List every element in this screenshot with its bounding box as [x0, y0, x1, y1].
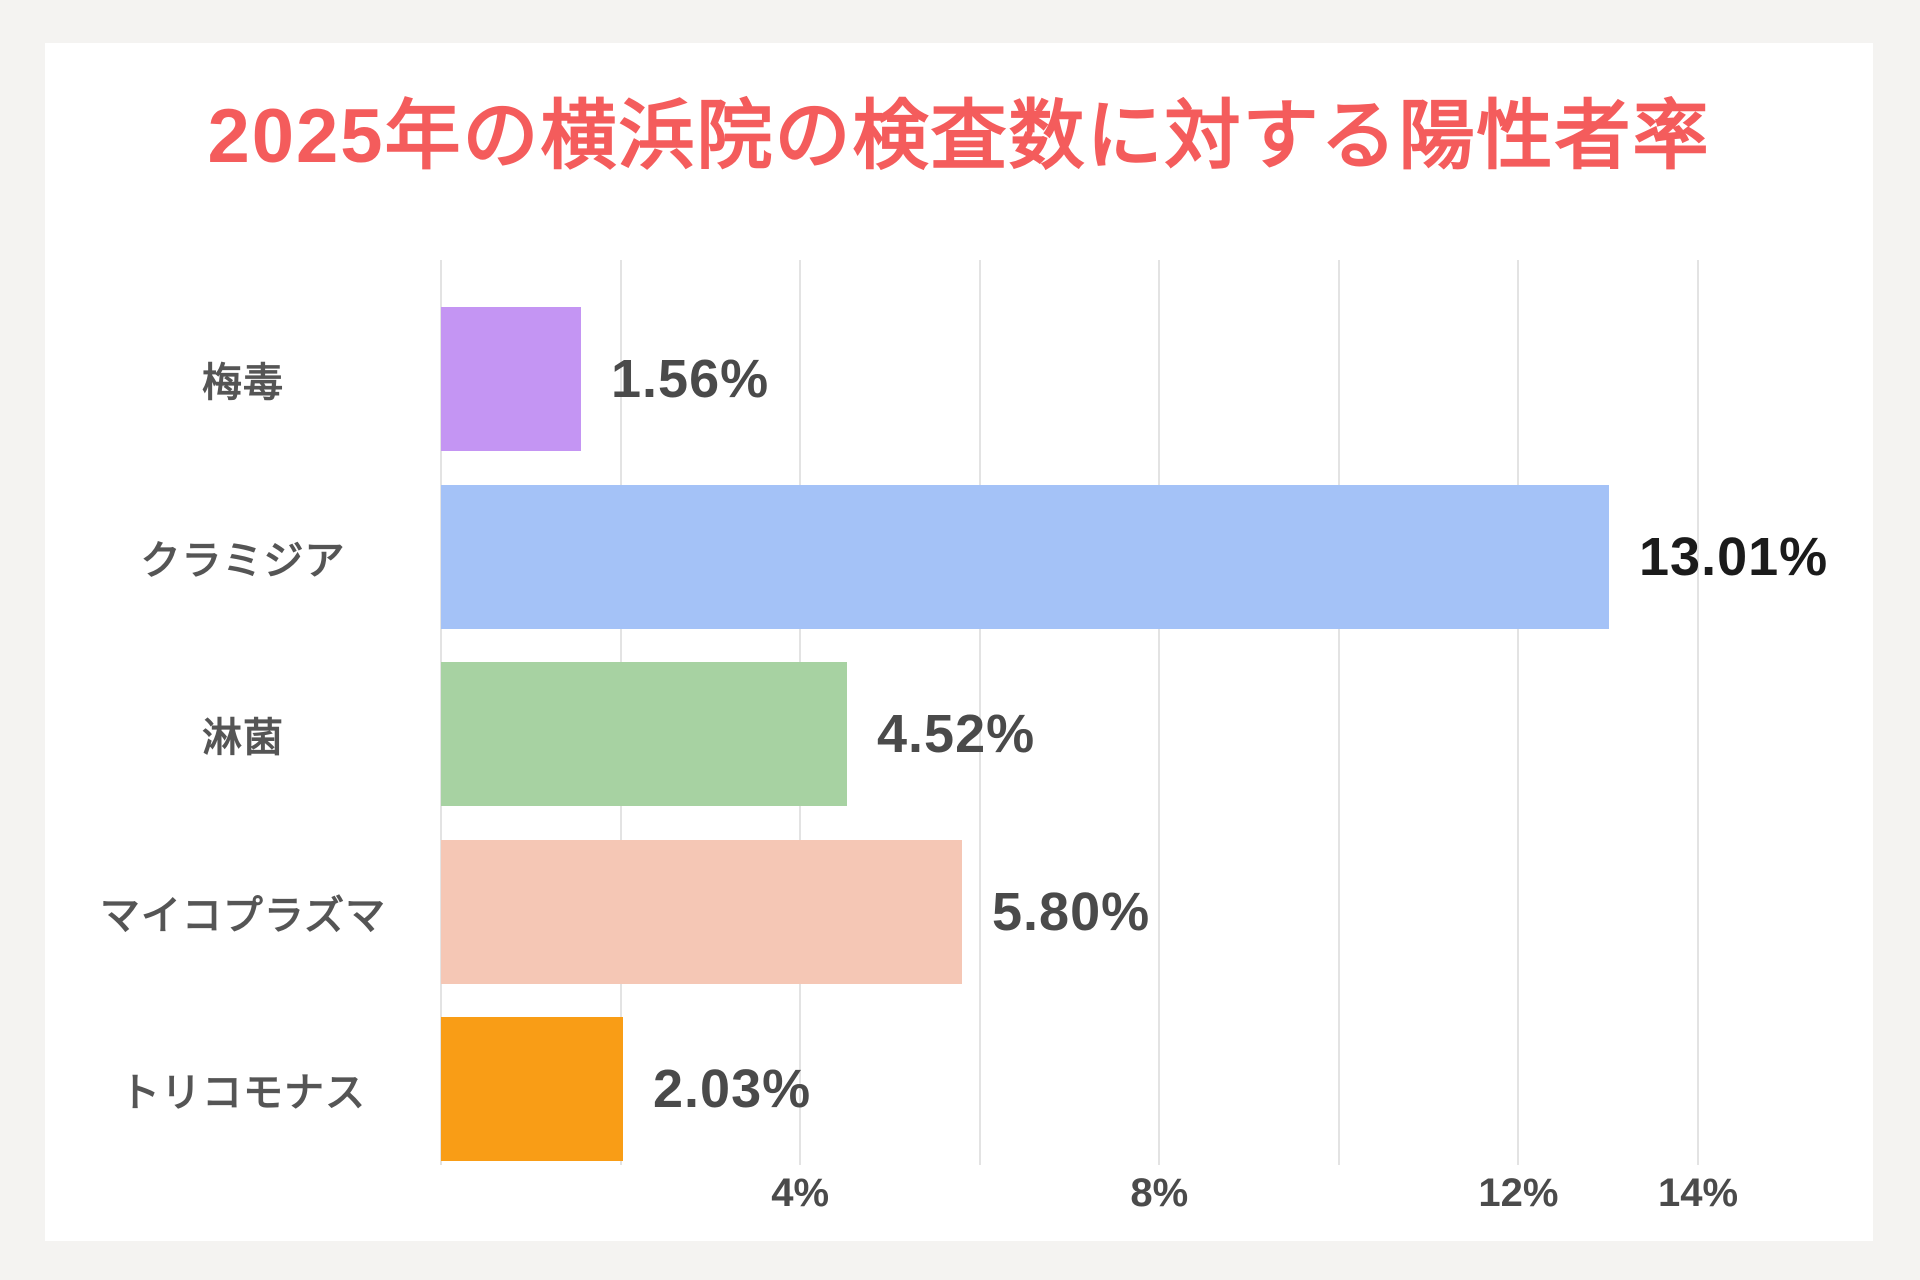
value-bar — [441, 662, 847, 806]
value-bar — [441, 840, 962, 984]
x-tick-label: 12% — [1478, 1171, 1559, 1215]
bar-row: 梅毒 1.56% — [45, 307, 1873, 451]
x-tick-label: 4% — [771, 1171, 830, 1215]
gridline — [1158, 260, 1161, 1165]
category-label: マイコプラズマ — [99, 894, 387, 938]
gridline — [1337, 260, 1340, 1165]
gridline — [978, 260, 981, 1165]
plot-area: 梅毒 1.56% クラミジア 13.01% 淋菌 4.52% マイコプラズマ 5.80% トリコ… — [45, 43, 1873, 1241]
category-label: 淋菌 — [202, 716, 284, 760]
x-axis: 4% 8% 12% 14% — [45, 1171, 1873, 1231]
category-label: 梅毒 — [202, 361, 284, 405]
x-tick-label: 8% — [1130, 1171, 1189, 1215]
value-label: 13.01% — [1639, 527, 1829, 587]
value-bar — [441, 485, 1609, 629]
gridline — [1517, 260, 1520, 1165]
chart-title: 2025年の横浜院の検査数に対する陽性者率 — [207, 94, 1711, 179]
chart-card: 2025年の横浜院の検査数に対する陽性者率 梅毒 1.56% クラミジア 13.01%… — [45, 43, 1873, 1241]
value-label: 2.03% — [653, 1059, 812, 1119]
value-label: 1.56% — [611, 349, 770, 409]
value-bar — [441, 1017, 623, 1161]
gridline — [1697, 260, 1699, 1165]
bar-row: クラミジア 13.01% — [45, 485, 1873, 629]
bar-row: マイコプラズマ 5.80% — [45, 840, 1873, 984]
value-label: 4.52% — [877, 704, 1036, 764]
category-label: トリコモナス — [120, 1071, 366, 1115]
bar-row: 淋菌 4.52% — [45, 662, 1873, 806]
value-bar — [441, 307, 581, 451]
x-tick-label: 14% — [1657, 1171, 1739, 1215]
value-label: 5.80% — [992, 882, 1151, 942]
bar-row: トリコモナス 2.03% — [45, 1017, 1873, 1161]
category-label: クラミジア — [140, 539, 346, 583]
